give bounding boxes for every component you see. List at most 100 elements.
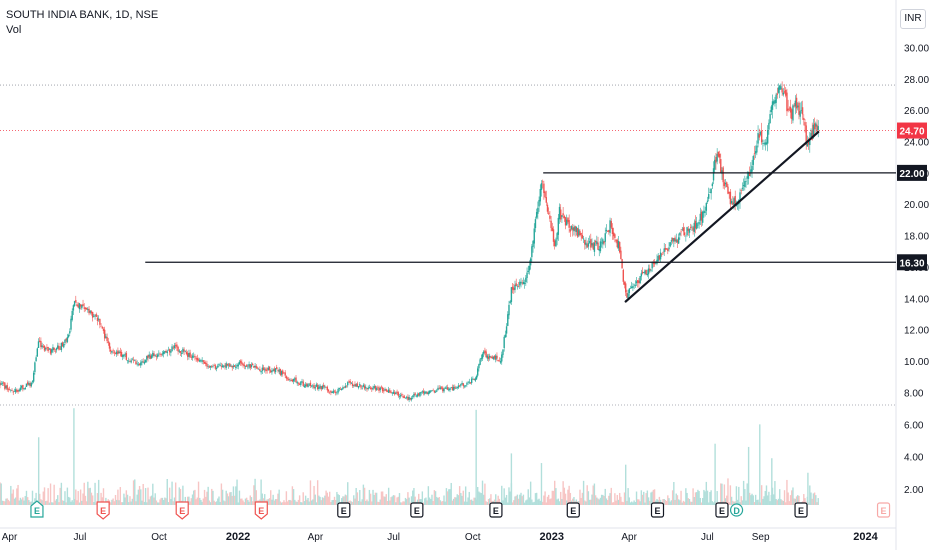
- volume-bar: [282, 502, 284, 505]
- candle-body: [539, 188, 541, 202]
- volume-bar: [617, 499, 620, 505]
- candle-body: [715, 157, 717, 163]
- price-tick-label: 28.00: [904, 75, 929, 86]
- event-marker-earnings[interactable]: E: [566, 502, 580, 518]
- candle-body: [780, 86, 782, 90]
- dividend-marker-badge[interactable]: [729, 503, 744, 517]
- event-marker-earnings[interactable]: E: [96, 501, 110, 520]
- event-marker-dividend[interactable]: D: [729, 503, 744, 517]
- earnings-marker-badge[interactable]: [30, 500, 44, 518]
- volume-bar: [205, 496, 207, 505]
- candle-body: [535, 212, 538, 218]
- volume-bar: [481, 480, 484, 505]
- volume-bar: [685, 488, 687, 505]
- candle-body: [19, 387, 22, 391]
- volume-bar: [5, 498, 7, 505]
- event-marker-earnings[interactable]: E: [254, 501, 268, 520]
- candle-body: [538, 199, 540, 207]
- event-marker-earnings[interactable]: E: [876, 502, 891, 518]
- event-marker-earnings[interactable]: E: [337, 502, 351, 518]
- candle-body: [631, 286, 633, 289]
- volume-bar: [277, 493, 279, 505]
- candle-body: [456, 387, 458, 388]
- volume-bar: [652, 489, 655, 505]
- volume-bar: [1, 500, 4, 505]
- volume-bar: [77, 491, 79, 505]
- price-tick-label: 20.00: [904, 200, 929, 211]
- currency-button[interactable]: INR: [900, 9, 926, 29]
- earnings-marker-badge[interactable]: [489, 502, 503, 518]
- volume-bar: [643, 491, 645, 505]
- event-marker-earnings[interactable]: E: [30, 500, 44, 518]
- candle-body: [436, 390, 438, 392]
- volume-bar: [599, 497, 602, 505]
- event-marker-earnings[interactable]: E: [650, 502, 665, 518]
- candle-body: [159, 353, 161, 355]
- earnings-marker-badge[interactable]: [650, 502, 665, 518]
- candle-body: [599, 241, 602, 252]
- candle-body: [383, 390, 385, 392]
- earnings-marker-badge[interactable]: [566, 502, 580, 518]
- volume-bar: [451, 500, 454, 505]
- event-marker-earnings[interactable]: E: [794, 502, 808, 518]
- candle-body: [348, 381, 350, 383]
- candle-body: [191, 355, 194, 358]
- event-marker-earnings[interactable]: E: [715, 502, 729, 518]
- event-marker-earnings[interactable]: E: [175, 501, 189, 520]
- volume-bar: [621, 501, 623, 505]
- volume-bar: [683, 501, 686, 505]
- last-price-badge[interactable]: [897, 122, 927, 139]
- volume-bar: [697, 489, 699, 505]
- earnings-marker-badge[interactable]: [715, 502, 729, 518]
- candle-body: [17, 390, 19, 393]
- volume-bar: [303, 501, 306, 505]
- earnings-marker-badge[interactable]: [96, 501, 110, 520]
- event-marker-earnings[interactable]: E: [489, 502, 503, 518]
- candle-body: [513, 287, 515, 291]
- earnings-marker-badge[interactable]: [175, 501, 189, 520]
- volume-spike: [625, 464, 627, 505]
- earnings-marker-badge[interactable]: [254, 501, 268, 520]
- event-marker-earnings[interactable]: E: [410, 502, 424, 518]
- volume-bar: [206, 491, 208, 505]
- candle-body: [406, 396, 408, 398]
- volume-bar: [90, 492, 93, 505]
- volume-bar: [178, 487, 180, 505]
- volume-bar: [413, 487, 415, 505]
- candle-body: [543, 183, 545, 194]
- level-badge-1[interactable]: [897, 254, 927, 271]
- volume-bar: [558, 501, 561, 505]
- earnings-marker-badge[interactable]: [337, 502, 351, 518]
- candle-body: [199, 359, 201, 362]
- candle-body: [237, 364, 239, 367]
- candle-body: [11, 390, 13, 391]
- candle-body: [408, 397, 410, 400]
- earnings-marker-badge[interactable]: [876, 502, 891, 518]
- volume-label[interactable]: Vol: [6, 24, 22, 36]
- earnings-marker-badge[interactable]: [410, 502, 424, 518]
- volume-bar: [464, 486, 467, 505]
- candle-body: [331, 391, 333, 394]
- candle-body: [709, 192, 711, 193]
- volume-bar: [480, 493, 483, 505]
- candle-body: [360, 385, 362, 388]
- trendline[interactable]: [624, 131, 820, 303]
- candle-body: [640, 273, 643, 277]
- earnings-marker-badge[interactable]: [794, 502, 808, 518]
- candle-body: [787, 108, 789, 111]
- candle-body: [517, 285, 520, 287]
- candle-body: [393, 392, 396, 395]
- candle-body: [112, 350, 114, 351]
- candle-body: [343, 387, 345, 388]
- symbol-title[interactable]: SOUTH INDIA BANK, 1D, NSE: [6, 9, 159, 21]
- volume-bar: [385, 494, 387, 505]
- volume-bar: [406, 499, 408, 505]
- level-badge-0[interactable]: [897, 164, 927, 181]
- volume-bar: [662, 499, 664, 505]
- volume-bar: [116, 499, 118, 505]
- candle-body: [282, 370, 284, 374]
- volume-bar: [248, 501, 250, 505]
- volume-bar: [367, 501, 369, 505]
